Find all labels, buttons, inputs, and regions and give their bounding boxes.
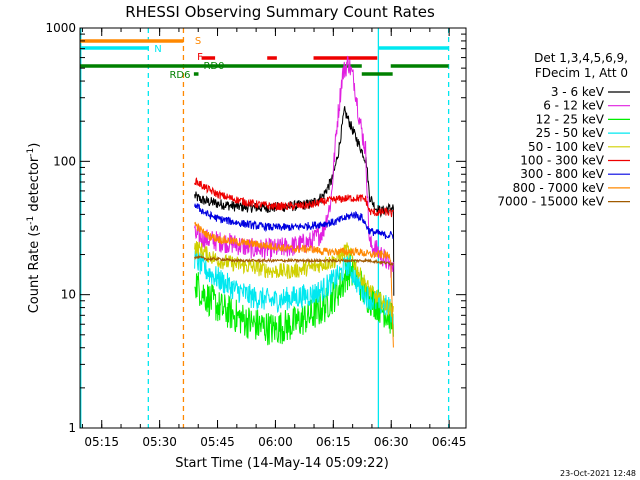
y-tick-label-0: 1 <box>68 421 76 435</box>
flag-label-rd6: RD6 <box>169 70 190 81</box>
flag-label-n: N <box>154 44 161 55</box>
x-tick-label-2: 05:45 <box>200 435 235 449</box>
legend-entry-label-3: 25 - 50 keV <box>536 126 605 140</box>
flag-bars <box>80 39 449 76</box>
legend-entry-label-5: 100 - 300 keV <box>520 154 604 168</box>
legend-header-detectors: Det 1,3,4,5,6,9, <box>534 51 628 65</box>
x-tick-label-0: 05:15 <box>84 435 119 449</box>
legend-entry-label-7: 800 - 7000 keV <box>513 181 605 195</box>
legend-entry-label-1: 6 - 12 keV <box>543 99 605 113</box>
flag-label-s: S <box>195 36 201 47</box>
y-axis-ticks: 1 10 100 1000 <box>45 21 466 435</box>
plot-area <box>80 28 450 428</box>
x-tick-label-3: 06:00 <box>258 435 293 449</box>
x-tick-label-1: 05:30 <box>142 435 177 449</box>
chart-title: RHESSI Observing Summary Count Rates <box>125 3 435 21</box>
y-tick-label-3: 1000 <box>45 21 76 35</box>
plot-frame <box>79 27 467 429</box>
series-line-0 <box>194 106 395 296</box>
series-line-4 <box>194 241 394 317</box>
x-tick-label-5: 06:30 <box>374 435 409 449</box>
y-tick-label-2: 100 <box>53 154 76 168</box>
x-tick-label-6: 06:45 <box>432 435 467 449</box>
legend-entry-label-4: 50 - 100 keV <box>528 140 605 154</box>
x-axis-label: Start Time (14-May-14 05:09:22) <box>175 456 389 471</box>
series-line-3 <box>194 248 394 325</box>
footer-date: 23-Oct-2021 12:48 <box>560 469 636 478</box>
flag-label-f: F <box>197 52 203 63</box>
series-line-6 <box>194 203 394 239</box>
series-line-2 <box>194 251 394 346</box>
series-line-8 <box>194 254 394 267</box>
legend-entry-label-2: 12 - 25 keV <box>536 112 605 126</box>
series-line-1 <box>194 55 394 278</box>
series-line-5 <box>194 177 394 218</box>
legend: Det 1,3,4,5,6,9, FDecim 1, Att 0 3 - 6 k… <box>497 51 630 209</box>
legend-header-decimation: FDecim 1, Att 0 <box>535 66 628 80</box>
series-group <box>194 55 395 348</box>
legend-entry-label-8: 7000 - 15000 keV <box>497 195 604 209</box>
y-tick-label-1: 10 <box>61 288 76 302</box>
legend-entry-label-6: 300 - 800 keV <box>520 167 604 181</box>
y-axis-label: Count Rate (s-1 detector-1) <box>26 143 42 314</box>
x-tick-label-4: 06:15 <box>316 435 351 449</box>
vertical-markers <box>80 28 450 428</box>
legend-entry-label-0: 3 - 6 keV <box>551 85 605 99</box>
flag-label-rd0: RD0 <box>203 61 224 72</box>
series-line-7 <box>194 221 394 348</box>
x-axis-ticks: 05:15 05:30 05:45 06:00 06:15 06:30 06:45 <box>81 28 467 449</box>
